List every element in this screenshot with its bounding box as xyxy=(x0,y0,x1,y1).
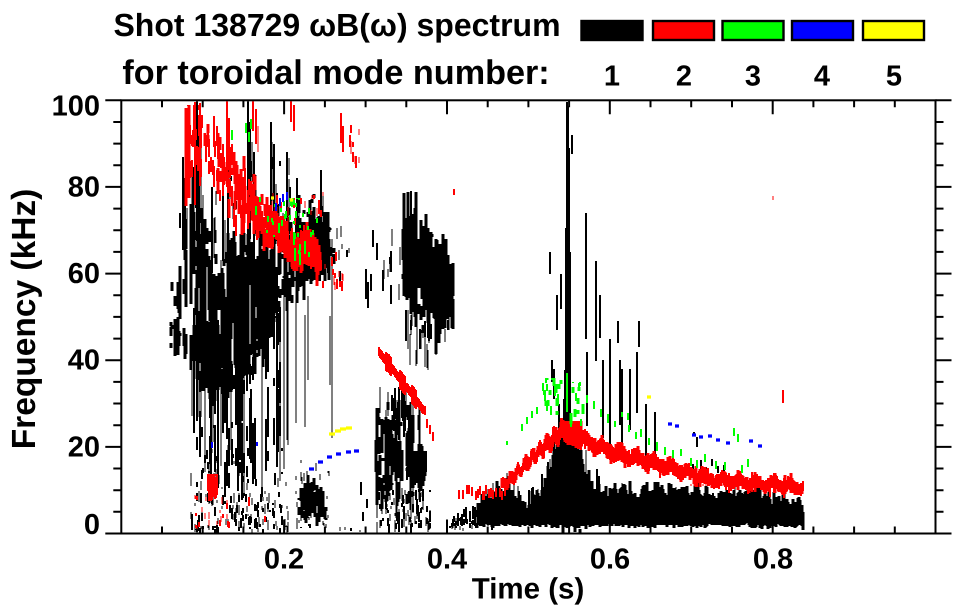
svg-text:5: 5 xyxy=(886,61,902,93)
svg-text:Frequency (kHz): Frequency (kHz) xyxy=(6,189,43,450)
svg-text:2: 2 xyxy=(676,61,692,93)
svg-text:0: 0 xyxy=(84,509,100,541)
svg-text:0.6: 0.6 xyxy=(590,544,630,576)
svg-text:0.2: 0.2 xyxy=(264,544,304,576)
svg-text:100: 100 xyxy=(52,91,100,123)
svg-text:0.8: 0.8 xyxy=(753,544,793,576)
svg-text:60: 60 xyxy=(68,258,100,290)
svg-text:1: 1 xyxy=(604,61,620,93)
svg-text:20: 20 xyxy=(68,431,100,463)
svg-text:for toroidal mode number:: for toroidal mode number: xyxy=(122,54,549,92)
svg-text:80: 80 xyxy=(68,171,100,203)
svg-text:40: 40 xyxy=(68,345,100,377)
svg-text:3: 3 xyxy=(745,61,761,93)
svg-text:Time (s): Time (s) xyxy=(472,573,585,606)
svg-text:4: 4 xyxy=(814,61,830,93)
svg-text:Shot 138729 ωB(ω) spectrum: Shot 138729 ωB(ω) spectrum xyxy=(113,7,560,43)
svg-text:0.4: 0.4 xyxy=(427,544,467,576)
